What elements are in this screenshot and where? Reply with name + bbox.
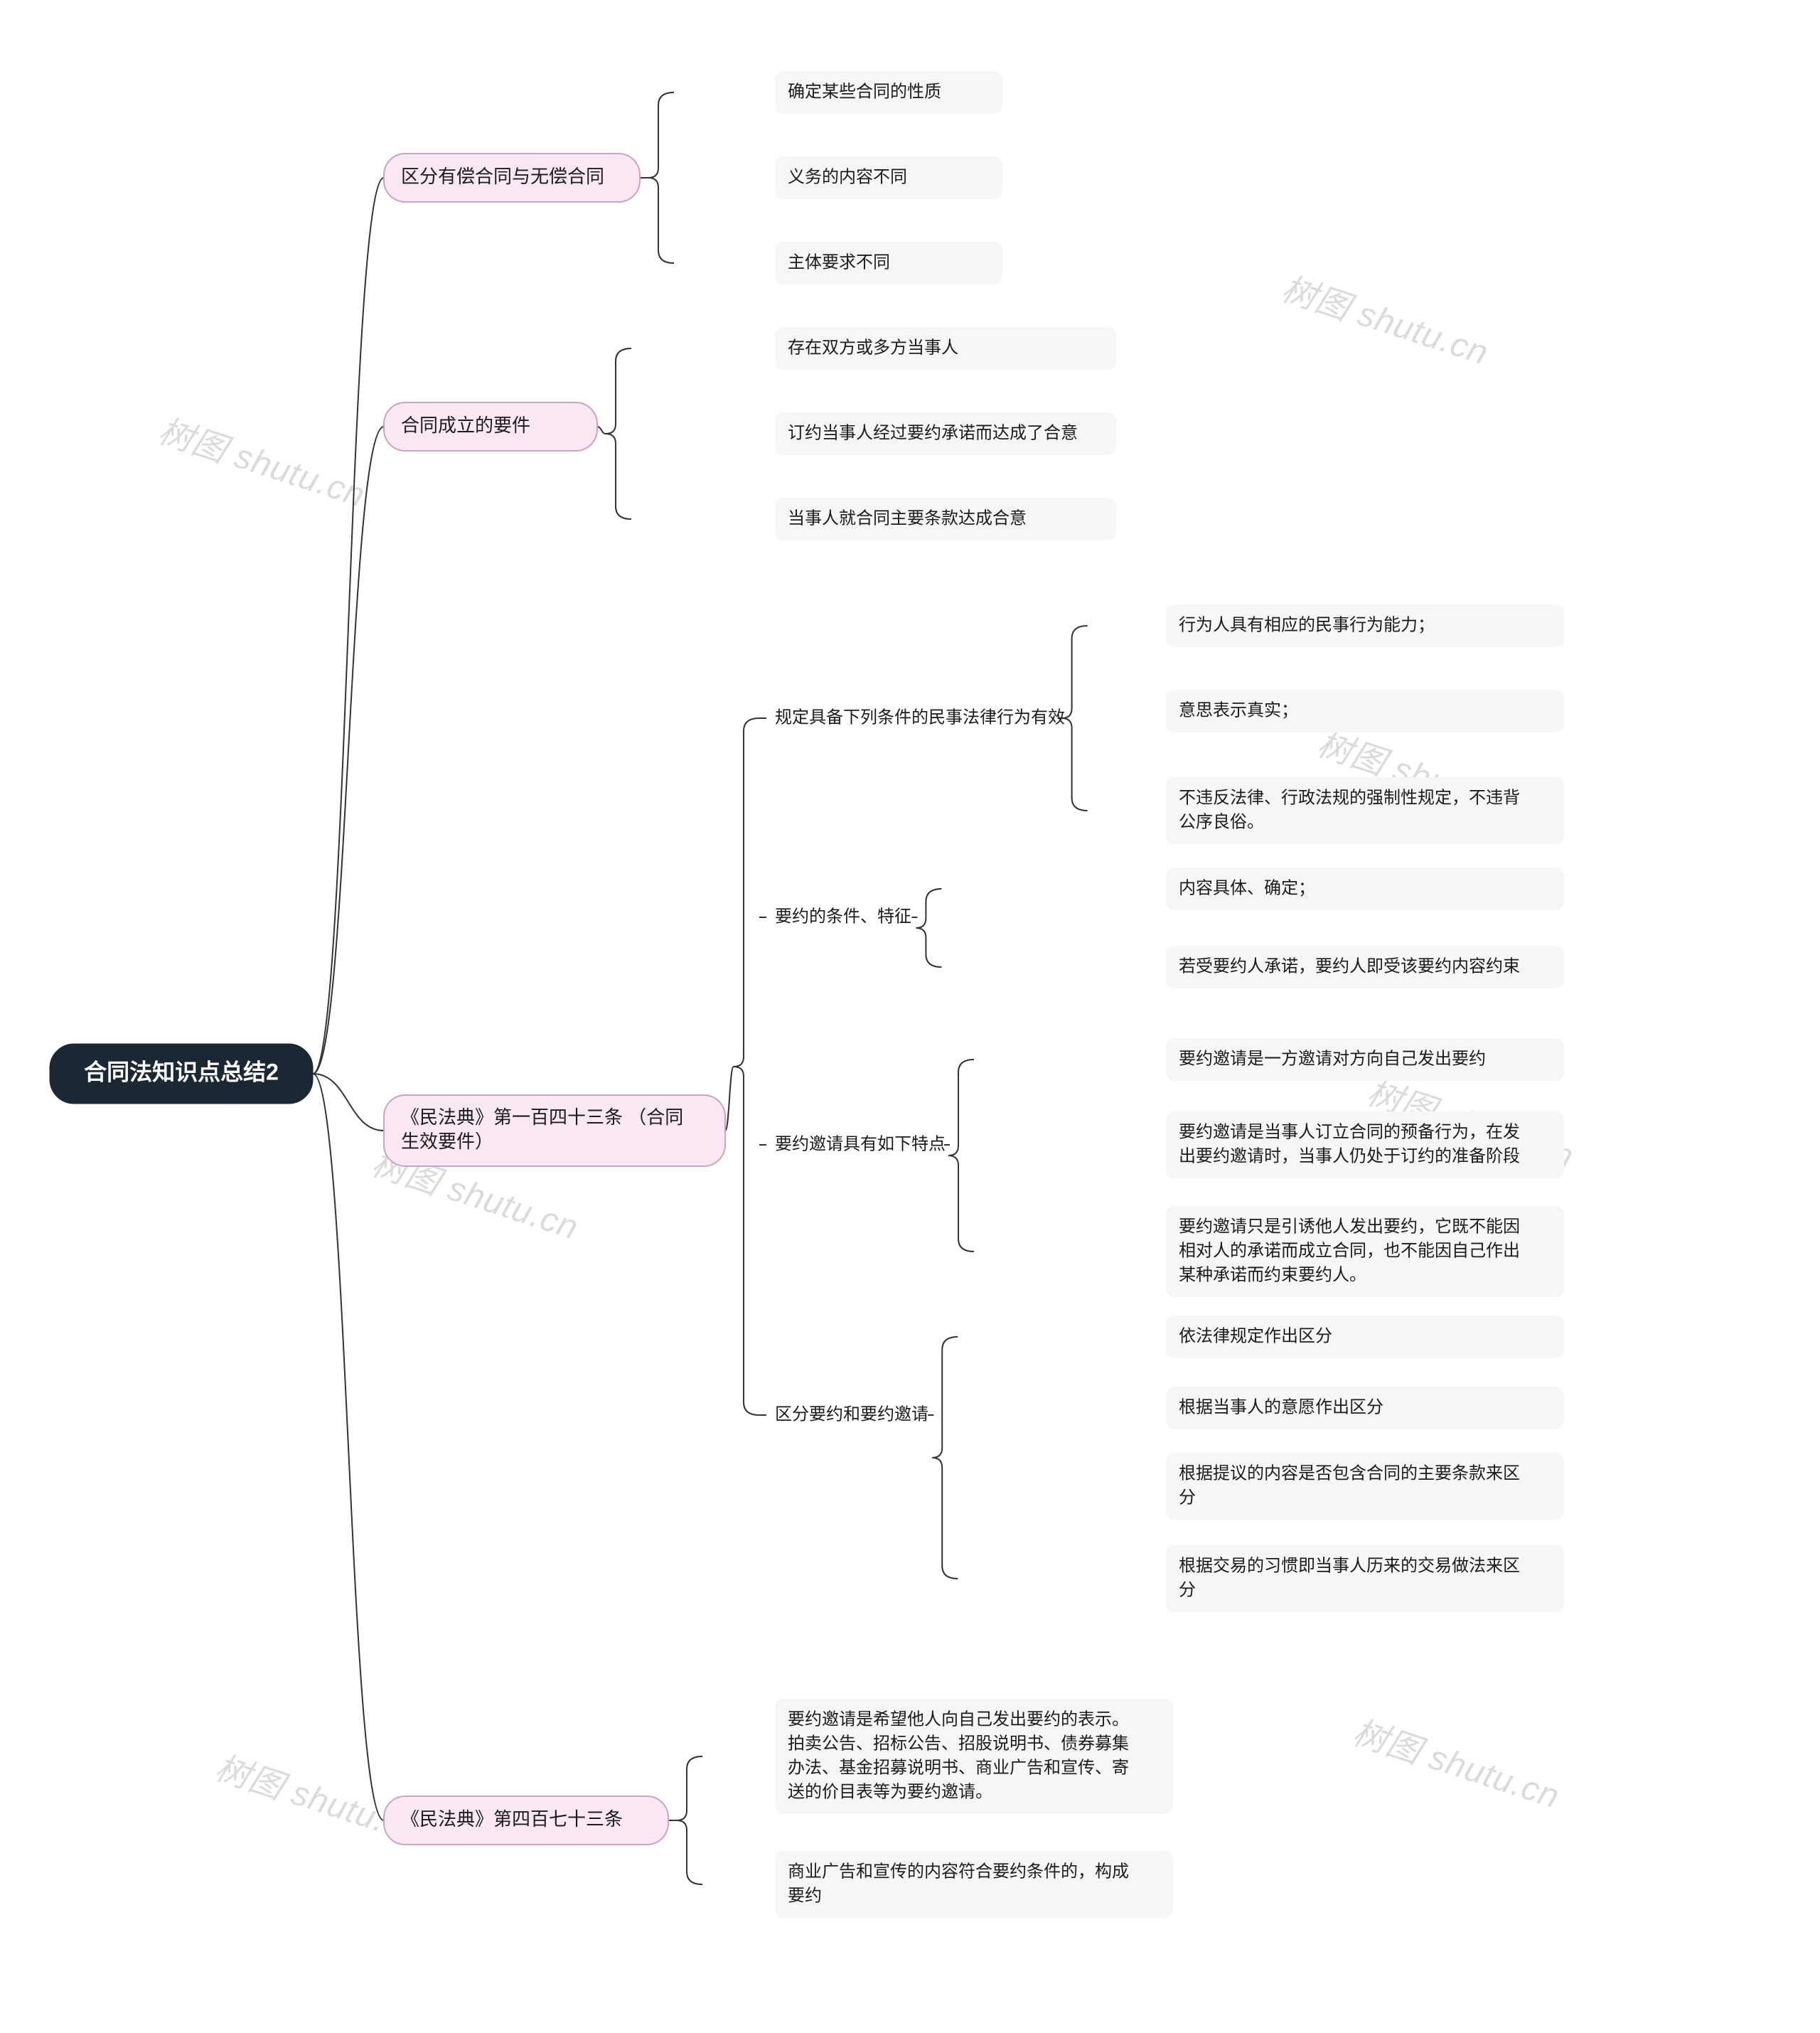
text-node-33: 相对人的承诺而成立合同，也不能因自己作出: [1179, 1241, 1520, 1260]
text-node-9: 合同成立的要件: [401, 415, 530, 436]
text-node-42: 拍卖公告、招标公告、招股说明书、债券募集: [788, 1734, 1129, 1753]
text-node-38: 分: [1179, 1488, 1196, 1507]
text-node-31: 出要约邀请时，当事人仍处于订约的准备阶段: [1179, 1146, 1520, 1165]
text-node-1: 树图 shutu.cn: [1278, 270, 1493, 373]
text-node-45: 商业广告和宣传的内容符合要约条件的，构成: [788, 1862, 1129, 1881]
text-node-20: 要约的条件、特征: [775, 907, 911, 926]
text-node-46: 要约: [788, 1886, 822, 1905]
text-node-10: 《民法典》第一百四十三条 （合同: [401, 1106, 683, 1128]
text-node-8: 区分有偿合同与无偿合同: [401, 166, 604, 187]
text-node-44: 送的价目表等为要约邀请。: [788, 1782, 992, 1801]
text-node-37: 根据提议的内容是否包含合同的主要条款来区: [1179, 1463, 1520, 1483]
connector: [606, 348, 631, 519]
text-node-13: 确定某些合同的性质: [788, 82, 941, 101]
text-node-43: 办法、基金招募说明书、商业广告和宣传、寄: [788, 1758, 1129, 1777]
leaf-node-box: [1166, 1111, 1564, 1178]
connector: [313, 1074, 384, 1820]
connector: [932, 1337, 958, 1579]
leaf-node-box: [1166, 1545, 1564, 1612]
text-node-39: 根据交易的习惯即当事人历来的交易做法来区: [1179, 1556, 1520, 1575]
text-node-17: 订约当事人经过要约承诺而达成了合意: [788, 423, 1078, 442]
text-node-26: 公序良俗。: [1179, 812, 1264, 831]
nodes: 合同法知识点总结2 区分有偿合同与无偿合同合同成立的要件《民法典》第一百四十三条 …: [50, 71, 1564, 1918]
text-node-36: 根据当事人的意愿作出区分: [1179, 1397, 1383, 1416]
text-node-5: 树图 shutu.cn: [1349, 1714, 1564, 1816]
text-node-23: 行为人具有相应的民事行为能力；: [1179, 615, 1435, 634]
text-node-14: 义务的内容不同: [788, 167, 907, 186]
text-node-19: 规定具备下列条件的民事法律行为有效: [775, 708, 1065, 727]
connector: [313, 427, 384, 1074]
connector: [734, 718, 759, 1415]
text-node-15: 主体要求不同: [788, 252, 890, 272]
text-node-32: 要约邀请只是引诱他人发出要约，它既不能因: [1179, 1217, 1520, 1236]
connector: [677, 1756, 702, 1884]
text-node-35: 依法律规定作出区分: [1179, 1326, 1332, 1345]
text-node-22: 区分要约和要约邀请: [775, 1404, 928, 1424]
connector: [1062, 626, 1088, 811]
connector: [648, 92, 674, 263]
text-node-30: 要约邀请是当事人订立合同的预备行为，在发: [1179, 1122, 1520, 1141]
text-node-12: 《民法典》第四百七十三条: [401, 1808, 623, 1830]
text-node-7: 合同法知识点总结2: [84, 1059, 279, 1084]
connector: [948, 1060, 974, 1252]
text-node-28: 若受要约人承诺，要约人即受该要约内容约束: [1179, 956, 1520, 976]
text-node-0: 树图 shutu.cn: [154, 412, 370, 515]
connector: [597, 427, 606, 434]
text-node-25: 不违反法律、行政法规的强制性规定，不违背: [1179, 788, 1520, 807]
text-node-18: 当事人就合同主要条款达成合意: [788, 508, 1027, 528]
text-node-40: 分: [1179, 1580, 1196, 1599]
leaf-node-box: [1166, 777, 1564, 844]
text-node-24: 意思表示真实；: [1179, 700, 1298, 720]
text-node-29: 要约邀请是一方邀请对方向自己发出要约: [1179, 1049, 1486, 1068]
leaf-node-box: [1166, 1453, 1564, 1520]
text-node-41: 要约邀请是希望他人向自己发出要约的表示。: [788, 1709, 1129, 1729]
text-node-27: 内容具体、确定；: [1179, 878, 1315, 897]
text-node-11: 生效要件）: [401, 1131, 493, 1152]
text-node-16: 存在双方或多方当事人: [788, 338, 958, 357]
connector: [313, 178, 384, 1074]
connector: [916, 889, 941, 967]
leaf-node-box: [775, 1851, 1173, 1918]
connector: [725, 1067, 734, 1131]
text-node-34: 某种承诺而约束要约人。: [1179, 1265, 1366, 1284]
text-node-21: 要约邀请具有如下特点: [775, 1134, 946, 1153]
